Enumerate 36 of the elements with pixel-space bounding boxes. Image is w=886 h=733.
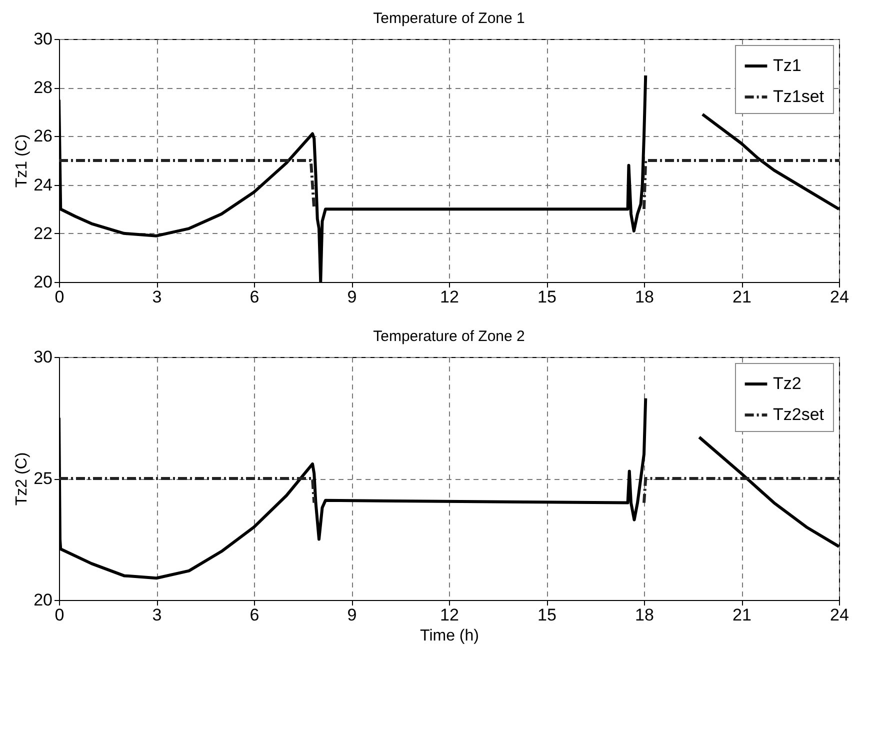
legend-label: Tz2 bbox=[773, 374, 802, 393]
y-axis-title: Tz1 (C) bbox=[14, 134, 31, 188]
x-tick-label: 3 bbox=[152, 288, 162, 306]
x-tick-label: 0 bbox=[54, 606, 64, 624]
x-tick-label: 9 bbox=[347, 606, 357, 624]
x-tick-label: 12 bbox=[440, 288, 459, 306]
y-tick-label: 28 bbox=[34, 78, 52, 98]
y-tick-label: 20 bbox=[34, 590, 52, 610]
chart-title: Temperature of Zone 2 bbox=[373, 328, 525, 345]
x-tick-label: 15 bbox=[538, 606, 556, 624]
x-tick-label: 21 bbox=[732, 288, 752, 306]
y-tick-label: 20 bbox=[34, 272, 52, 292]
legend-label: Tz1set bbox=[773, 87, 824, 106]
x-tick-label: 0 bbox=[54, 288, 64, 306]
chart-title: Temperature of Zone 1 bbox=[373, 10, 525, 27]
y-tick-label: 26 bbox=[34, 126, 52, 146]
x-tick-label: 6 bbox=[250, 606, 260, 624]
y-tick-label: 30 bbox=[34, 30, 52, 48]
x-tick-label: 24 bbox=[830, 288, 849, 306]
x-tick-label: 3 bbox=[152, 606, 162, 624]
x-tick-label: 24 bbox=[830, 606, 849, 624]
y-tick-label: 22 bbox=[34, 224, 52, 243]
x-axis-title: Time (h) bbox=[420, 628, 479, 644]
x-tick-label: 15 bbox=[538, 288, 556, 306]
legend-label: Tz2set bbox=[773, 405, 824, 424]
x-tick-label: 12 bbox=[440, 606, 459, 624]
x-tick-label: 21 bbox=[732, 606, 752, 624]
y-tick-label: 24 bbox=[34, 175, 52, 194]
y-tick-label: 25 bbox=[34, 469, 52, 488]
x-tick-label: 18 bbox=[635, 288, 654, 306]
x-tick-label: 18 bbox=[635, 606, 654, 624]
x-tick-label: 6 bbox=[250, 288, 260, 306]
x-tick-label: 9 bbox=[347, 288, 357, 306]
y-axis-title: Tz2 (C) bbox=[14, 452, 31, 506]
legend-label: Tz1 bbox=[773, 56, 802, 75]
y-tick-label: 30 bbox=[34, 348, 52, 366]
